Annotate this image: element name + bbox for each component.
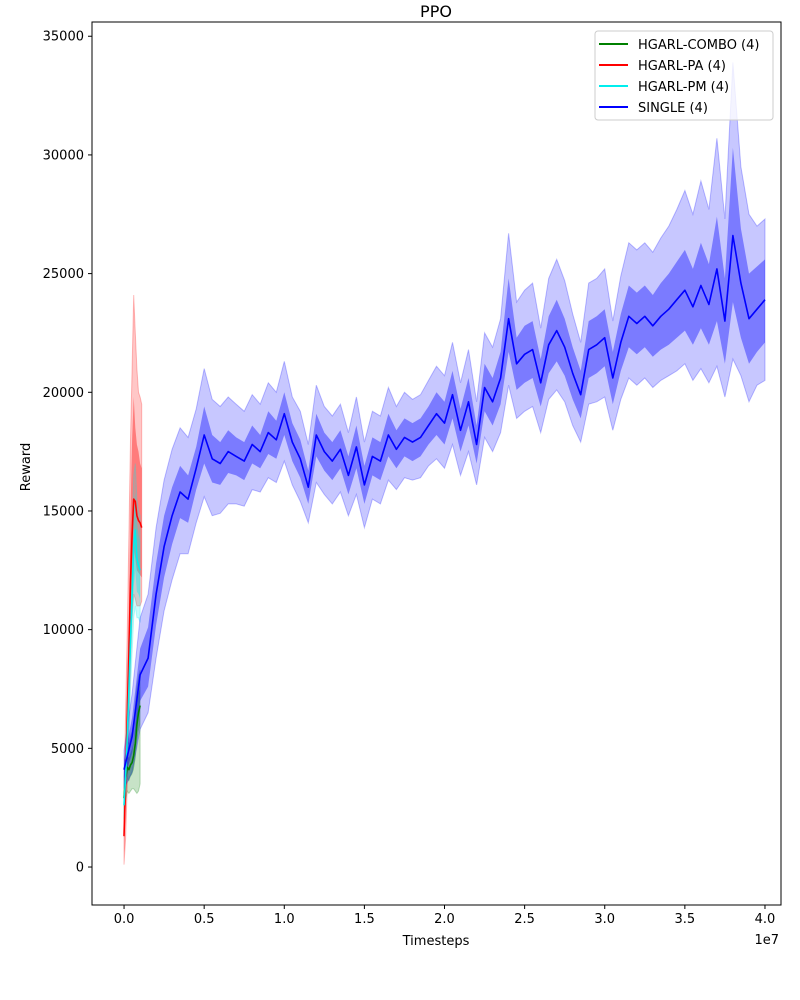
y-tick-label: 5000	[51, 742, 84, 757]
legend-box	[594, 30, 774, 121]
chart-title: PPO	[420, 2, 452, 21]
legend-entry-label: SINGLE (4)	[638, 101, 708, 116]
y-tick-label: 0	[76, 861, 84, 876]
x-tick-label: 4.0	[755, 912, 776, 927]
x-tick-label: 0.0	[114, 912, 135, 927]
series-lines	[123, 234, 766, 837]
inner-band-hgarl-pa-4	[124, 397, 142, 853]
x-tick-label: 2.0	[434, 912, 455, 927]
x-tick-label: 1.5	[354, 912, 375, 927]
y-tick-label: 30000	[43, 148, 84, 163]
x-tick-label: 1.0	[274, 912, 295, 927]
legend-items: HGARL-COMBO (4) HGARL-PA (4) HGARL-PM (4) S…	[599, 38, 759, 116]
x-axis-ticks: 0.0 0.5 1.0 1.5 2.0 2.5 3.0 3.5 4.0	[114, 905, 776, 927]
series-line-single-4	[123, 234, 766, 770]
legend-entry-label: HGARL-COMBO (4)	[638, 38, 759, 53]
legend-entry-label: HGARL-PM (4)	[638, 80, 729, 95]
series-line-hgarl-combo-4	[123, 705, 141, 799]
x-axis-label: Timesteps	[402, 934, 470, 949]
plot-area-frame	[91, 21, 782, 906]
legend: HGARL-COMBO (4) HGARL-PA (4) HGARL-PM (4) S…	[594, 30, 774, 121]
inner-band-single-4	[124, 147, 765, 780]
y-tick-label: 10000	[43, 623, 84, 638]
x-tick-label: 3.0	[594, 912, 615, 927]
series-line-hgarl-pm-4	[123, 529, 141, 806]
inner-band-hgarl-combo-4	[124, 686, 141, 808]
y-tick-label: 25000	[43, 267, 84, 282]
outer-band-single-4	[123, 62, 766, 789]
x-axis-offset-label: 1e7	[754, 933, 779, 948]
y-axis-label: Reward	[19, 443, 34, 491]
y-tick-label: 35000	[43, 30, 84, 45]
y-tick-label: 15000	[43, 504, 84, 519]
y-tick-label: 20000	[43, 386, 84, 401]
x-tick-label: 0.5	[194, 912, 215, 927]
x-tick-label: 2.5	[514, 912, 535, 927]
x-tick-label: 3.5	[675, 912, 696, 927]
legend-entry-label: HGARL-PA (4)	[638, 59, 726, 74]
y-axis-ticks: 0 5000 10000 15000 20000 25000 30000 35000	[43, 30, 92, 876]
